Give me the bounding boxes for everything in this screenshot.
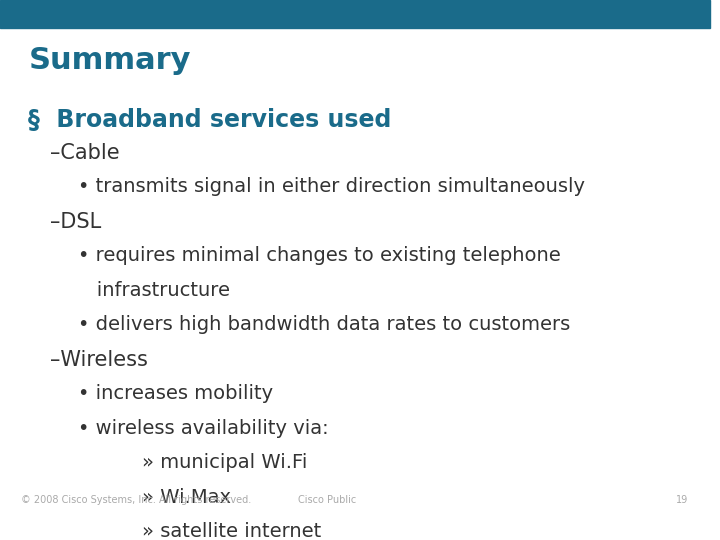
Text: © 2008 Cisco Systems, Inc. All rights reserved.: © 2008 Cisco Systems, Inc. All rights re… [22, 495, 251, 505]
Text: » Wi.Max: » Wi.Max [142, 488, 231, 507]
Text: » municipal Wi.Fi: » municipal Wi.Fi [142, 454, 307, 472]
Text: –Cable: –Cable [50, 143, 120, 163]
Text: –DSL: –DSL [50, 212, 101, 232]
Text: Summary: Summary [28, 46, 191, 76]
Text: –Wireless: –Wireless [50, 350, 148, 370]
Text: • requires minimal changes to existing telephone: • requires minimal changes to existing t… [78, 246, 561, 265]
Text: 19: 19 [676, 495, 688, 505]
Text: §  Broadband services used: § Broadband services used [28, 108, 392, 132]
Text: • delivers high bandwidth data rates to customers: • delivers high bandwidth data rates to … [78, 315, 570, 334]
Text: • wireless availability via:: • wireless availability via: [78, 419, 329, 438]
FancyBboxPatch shape [0, 0, 710, 28]
Text: » satellite internet: » satellite internet [142, 522, 321, 540]
Text: infrastructure: infrastructure [78, 281, 230, 300]
Text: Cisco Public: Cisco Public [298, 495, 356, 505]
Text: • increases mobility: • increases mobility [78, 384, 273, 403]
Text: • transmits signal in either direction simultaneously: • transmits signal in either direction s… [78, 177, 585, 196]
